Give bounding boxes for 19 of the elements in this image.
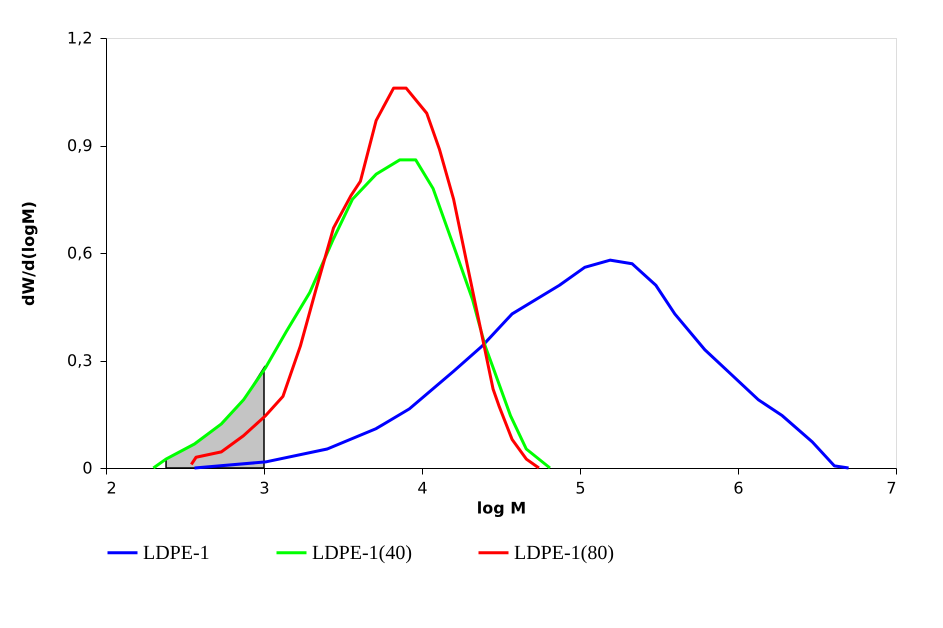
y-tick-label: 0 (82, 458, 92, 478)
x-tick-label: 4 (417, 478, 428, 498)
y-tick-label: 0,3 (67, 351, 92, 370)
line-series (192, 258, 850, 470)
legend-label: LDPE-1 (143, 542, 210, 564)
y-tick-label: 0,9 (67, 136, 92, 155)
line-series (190, 86, 540, 470)
y-tick-label: 1,2 (67, 28, 92, 48)
x-tick-label: 2 (106, 478, 117, 498)
x-tick-label: 3 (259, 478, 270, 498)
x-tick-label: 7 (886, 478, 896, 498)
y-tick-label: 0,6 (67, 244, 92, 262)
legend-label: LDPE-1(40) (312, 542, 412, 564)
legend-label: LDPE-1(80) (514, 542, 614, 564)
x-tick-label: 6 (733, 478, 744, 498)
x-tick-label: 5 (575, 478, 586, 498)
x-axis-title: log M (476, 498, 526, 518)
line-series (152, 158, 552, 470)
y-axis-title: dW/d(logM) (19, 201, 38, 306)
